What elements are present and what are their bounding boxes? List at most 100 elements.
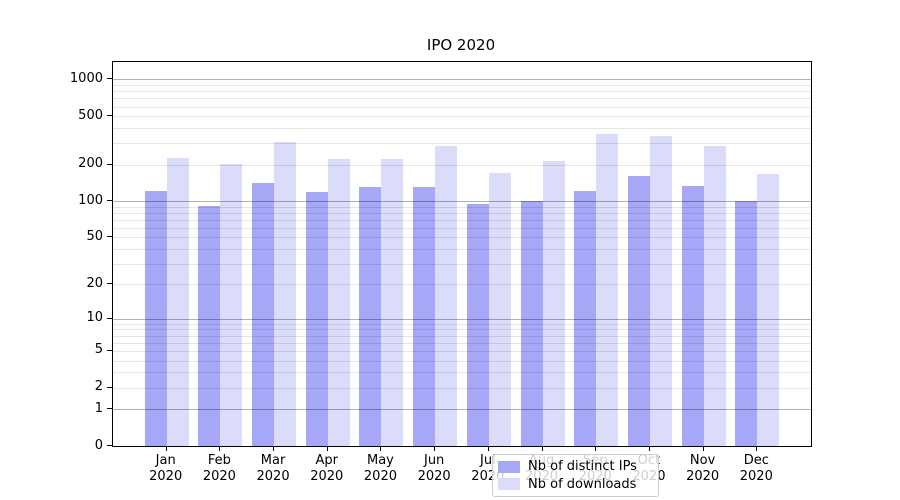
grid-line-minor bbox=[113, 98, 811, 100]
plot-inner bbox=[113, 62, 811, 446]
grid-line-minor bbox=[113, 237, 811, 239]
grid-line-minor bbox=[113, 372, 811, 374]
y-tick-label: 1 bbox=[94, 400, 103, 416]
y-tick-mark bbox=[107, 115, 112, 117]
bar-jul-distinct-ips bbox=[466, 204, 489, 446]
x-tick-mark bbox=[702, 446, 704, 451]
x-tick-year: 2020 bbox=[310, 469, 344, 484]
y-tick-label: 0 bbox=[94, 437, 103, 453]
grid-line-major bbox=[113, 79, 811, 81]
bar-apr-downloads bbox=[327, 158, 350, 446]
legend-label: Nb of downloads bbox=[528, 476, 637, 492]
x-tick-month: Feb bbox=[207, 453, 231, 468]
grid-line-minor bbox=[113, 342, 811, 344]
bar-aug-downloads bbox=[542, 160, 565, 446]
grid-line-minor bbox=[113, 329, 811, 331]
y-tick-label: 10 bbox=[86, 310, 103, 326]
x-tick-month: Jan bbox=[155, 453, 176, 468]
grid-line-minor bbox=[113, 143, 811, 145]
y-tick-mark bbox=[107, 317, 112, 319]
y-tick-label: 500 bbox=[78, 107, 103, 123]
bar-dec-downloads bbox=[757, 173, 780, 446]
grid-line-major bbox=[113, 409, 811, 411]
y-tick-mark bbox=[107, 445, 112, 446]
legend-swatch bbox=[498, 460, 520, 473]
x-tick-mark bbox=[219, 446, 221, 451]
bar-aug-distinct-ips bbox=[520, 201, 543, 446]
x-tick-month: Apr bbox=[315, 453, 339, 468]
bar-nov-distinct-ips bbox=[681, 186, 704, 446]
x-tick-month: Mar bbox=[260, 453, 286, 468]
bar-may-downloads bbox=[381, 158, 404, 446]
bar-mar-distinct-ips bbox=[252, 182, 275, 446]
y-tick-label: 100 bbox=[78, 192, 103, 208]
bar-apr-distinct-ips bbox=[305, 192, 328, 446]
bar-jan-distinct-ips bbox=[144, 190, 167, 446]
x-tick-label-mar: Mar 2020 bbox=[241, 453, 305, 485]
x-tick-year: 2020 bbox=[686, 469, 720, 484]
y-tick-label: 5 bbox=[94, 342, 103, 358]
grid-line-major bbox=[113, 318, 811, 320]
bar-feb-distinct-ips bbox=[198, 205, 221, 446]
chart-title: IPO 2020 bbox=[426, 36, 496, 54]
y-tick-mark bbox=[107, 236, 112, 238]
y-tick-mark bbox=[107, 349, 112, 351]
x-tick-mark bbox=[541, 446, 543, 451]
grid-line-minor bbox=[113, 106, 811, 108]
bar-jun-downloads bbox=[435, 145, 458, 446]
legend-item: Nb of downloads bbox=[498, 476, 650, 494]
x-tick-label-jun: Jun 2020 bbox=[402, 453, 466, 485]
x-tick-month: Dec bbox=[743, 453, 769, 468]
x-tick-year: 2020 bbox=[149, 469, 183, 484]
y-tick-label: 1000 bbox=[69, 70, 103, 86]
grid-line-minor bbox=[113, 360, 811, 362]
grid-line-minor bbox=[113, 248, 811, 250]
bar-oct-downloads bbox=[649, 135, 672, 446]
grid-line-minor bbox=[113, 323, 811, 325]
grid-line-minor bbox=[113, 85, 811, 87]
y-tick-label: 200 bbox=[78, 156, 103, 172]
x-tick-month: May bbox=[367, 453, 394, 468]
y-tick-mark bbox=[107, 386, 112, 388]
x-tick-mark bbox=[273, 446, 275, 451]
grid-line-minor bbox=[113, 284, 811, 286]
x-tick-mark bbox=[434, 446, 436, 451]
bar-oct-distinct-ips bbox=[627, 175, 650, 446]
bar-mar-downloads bbox=[274, 141, 297, 446]
x-tick-month: Nov bbox=[689, 453, 716, 468]
grid-line-minor bbox=[113, 335, 811, 337]
grid-line-major bbox=[113, 201, 811, 203]
grid-line-minor bbox=[113, 350, 811, 352]
x-tick-year: 2020 bbox=[363, 469, 397, 484]
x-tick-mark bbox=[756, 446, 758, 451]
bar-nov-downloads bbox=[703, 145, 726, 446]
y-tick-mark bbox=[107, 163, 112, 165]
y-tick-mark bbox=[107, 283, 112, 285]
x-tick-year: 2020 bbox=[202, 469, 236, 484]
x-tick-mark bbox=[380, 446, 382, 451]
bar-may-distinct-ips bbox=[359, 187, 382, 446]
grid-line-minor bbox=[113, 219, 811, 221]
bar-dec-distinct-ips bbox=[735, 200, 758, 446]
x-tick-label-nov: Nov 2020 bbox=[671, 453, 735, 485]
x-tick-mark bbox=[648, 446, 650, 451]
legend-item: Nb of distinct IPs bbox=[498, 458, 650, 476]
plot-area: Nb of distinct IPs Nb of downloads bbox=[112, 61, 812, 497]
legend: Nb of distinct IPs Nb of downloads bbox=[492, 454, 659, 497]
y-tick-label: 2 bbox=[94, 379, 103, 395]
bar-jun-distinct-ips bbox=[413, 187, 436, 446]
x-tick-label-dec: Dec 2020 bbox=[724, 453, 788, 485]
y-tick-label: 50 bbox=[86, 228, 103, 244]
legend-swatch bbox=[498, 478, 520, 491]
grid-line-minor bbox=[113, 91, 811, 93]
x-tick-year: 2020 bbox=[739, 469, 773, 484]
grid-line-minor bbox=[113, 212, 811, 214]
y-tick-mark bbox=[107, 78, 112, 80]
x-tick-mark bbox=[595, 446, 597, 451]
x-tick-year: 2020 bbox=[417, 469, 451, 484]
grid-line-minor bbox=[113, 227, 811, 229]
x-tick-month: Jul bbox=[480, 453, 496, 468]
x-tick-month: Jun bbox=[423, 453, 445, 468]
bar-jul-downloads bbox=[488, 172, 511, 446]
